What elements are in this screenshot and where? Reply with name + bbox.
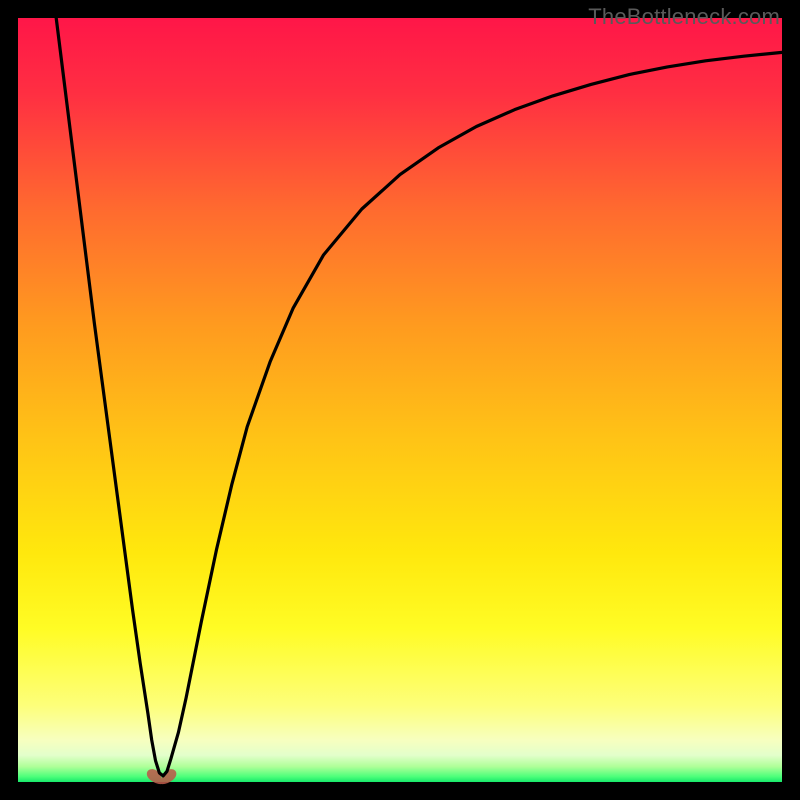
curve-layer [18,18,782,782]
plot-area [18,18,782,782]
watermark-text: TheBottleneck.com [588,4,780,30]
bottleneck-curve [56,18,782,776]
